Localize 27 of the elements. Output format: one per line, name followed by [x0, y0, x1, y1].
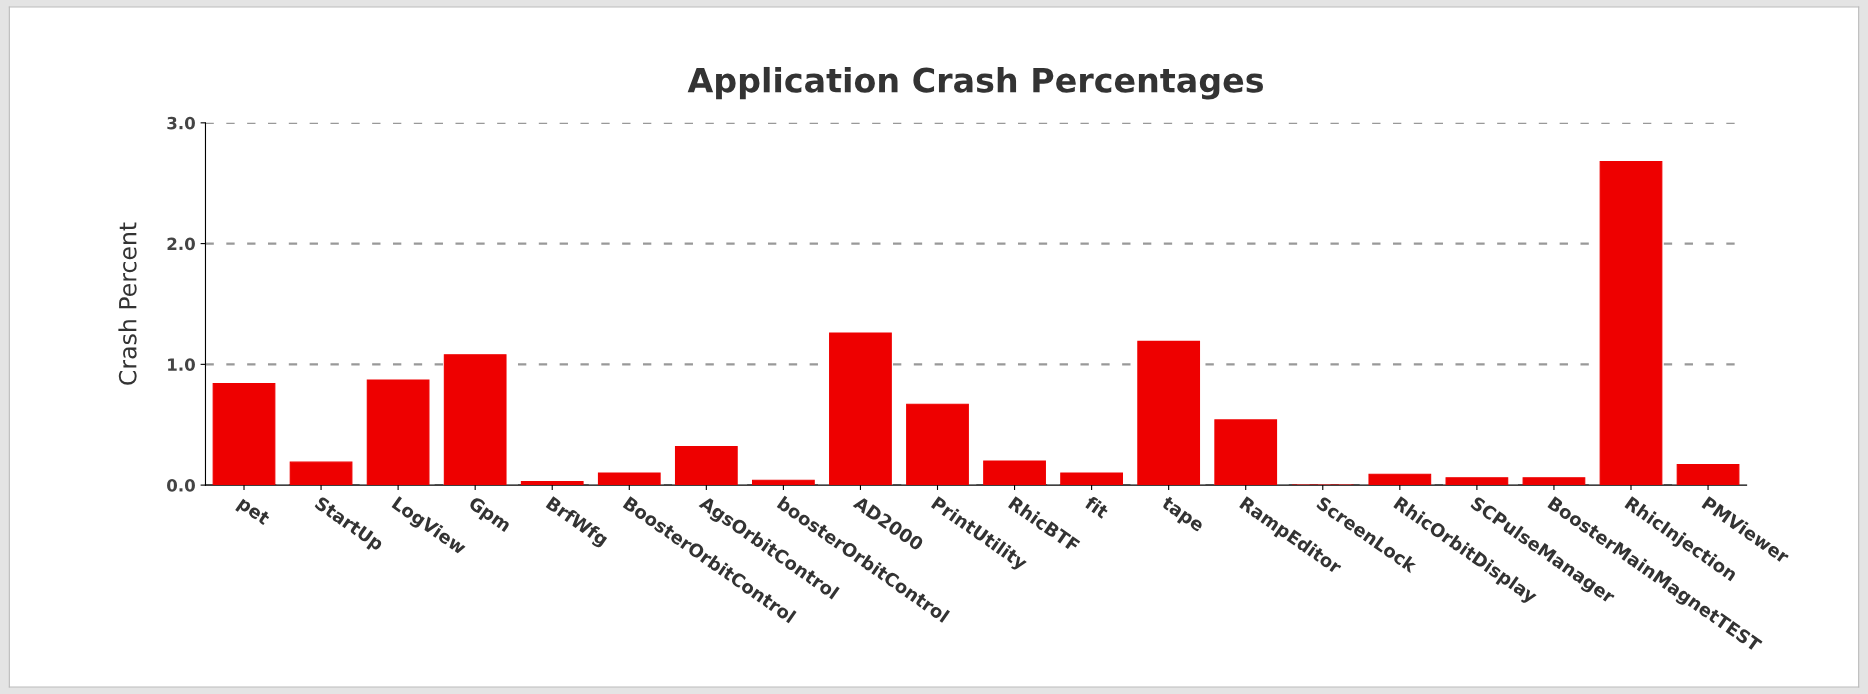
y-tick-label: 2.0: [167, 237, 195, 251]
bar: [597, 472, 661, 486]
bar: [906, 403, 969, 486]
bar: [1522, 477, 1586, 486]
bar: [443, 354, 507, 486]
bar: [212, 383, 276, 486]
y-tick-label: 3.0: [167, 116, 195, 130]
bar: [1368, 473, 1432, 486]
y-axis-title: Crash Percent: [118, 222, 137, 385]
bar: [520, 480, 584, 486]
bar: [674, 445, 738, 486]
y-tick-label: 0.0: [167, 479, 195, 492]
bar: [1445, 477, 1509, 486]
bar: [289, 461, 353, 486]
bar: [1676, 464, 1740, 486]
x-tick-label: pet: [235, 496, 271, 529]
chart-title: Application Crash Percentages: [687, 66, 1263, 100]
y-tick-label: 1.0: [168, 358, 195, 371]
bar: [1137, 340, 1201, 486]
bar: [829, 332, 892, 486]
bar: [1599, 160, 1663, 486]
bar: [366, 379, 430, 486]
bar: [983, 460, 1046, 486]
x-tick-label: fit: [1084, 495, 1110, 519]
bar: [752, 479, 815, 486]
bar: [1060, 472, 1123, 486]
bar: [1214, 419, 1278, 486]
